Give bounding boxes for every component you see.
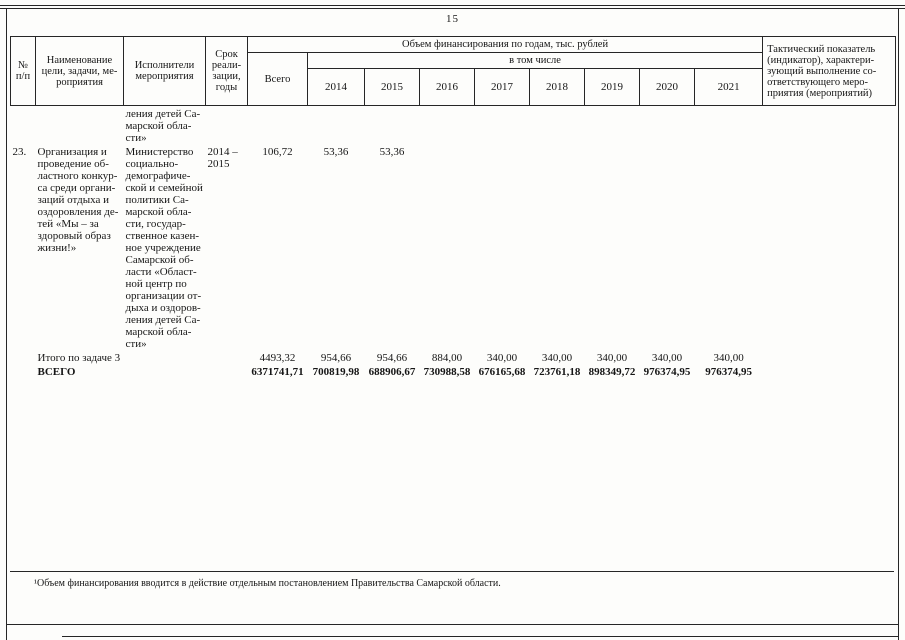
header-year-2017: 2017 xyxy=(474,68,530,106)
grand-total-value-2015: 688906,67 xyxy=(368,366,416,378)
grand-total-value-2019: 898349,72 xyxy=(588,366,636,378)
row23-executor: Министерство социально- демографиче- ско… xyxy=(125,146,203,350)
footnote-separator xyxy=(10,571,894,572)
subtotal-value-2020: 340,00 xyxy=(651,352,683,364)
header-year-2019: 2019 xyxy=(584,68,640,106)
header-year-2020: 2020 xyxy=(639,68,695,106)
header-year-2015: 2015 xyxy=(364,68,420,106)
row23-number: 23. xyxy=(12,146,27,158)
header-row-1: № п/п Наименование цели, задачи, ме- роп… xyxy=(10,36,897,106)
page-number: 15 xyxy=(446,13,459,25)
page-border-bottom xyxy=(6,624,899,625)
grand-total-value-2017: 676165,68 xyxy=(478,366,526,378)
grand-total-value-2014: 700819,98 xyxy=(312,366,360,378)
empty-cell xyxy=(763,364,896,378)
row23-value-2017 xyxy=(475,144,530,350)
table-row-subtotal: Итого по задаче 3 4493,32 954,66 954,66 … xyxy=(11,350,896,364)
row23-name: Организация и проведение об- ластного ко… xyxy=(37,146,119,254)
header-year-2021: 2021 xyxy=(693,68,764,106)
page-border-top-outer xyxy=(0,5,905,6)
grand-total-value-2021: 976374,95 xyxy=(705,366,752,378)
subtotal-value-2017: 340,00 xyxy=(486,352,518,364)
header-finance-group: Объем финансирования по годам, тыс. рубл… xyxy=(246,36,764,53)
financing-table: № п/п Наименование цели, задачи, ме- роп… xyxy=(10,36,897,378)
empty-cell xyxy=(206,106,248,145)
grand-total-value-2020: 976374,95 xyxy=(643,366,691,378)
header-indicator: Тактический показатель (индикатор), хара… xyxy=(762,36,897,106)
empty-cell xyxy=(248,106,308,145)
grand-total-value-2016: 730988,58 xyxy=(423,366,471,378)
row23-value-2014: 53,36 xyxy=(323,146,349,158)
header-year-2014: 2014 xyxy=(307,68,365,106)
page-border-bottom-outer xyxy=(62,636,899,637)
header-term: Срок реали- зации, годы xyxy=(205,36,248,106)
page-border-right xyxy=(898,8,899,640)
subtotal-value-2016: 884,00 xyxy=(431,352,463,364)
empty-cell xyxy=(763,350,896,364)
row23-value-2019 xyxy=(585,144,640,350)
subtotal-value-2015: 954,66 xyxy=(376,352,408,364)
empty-cell xyxy=(36,106,124,145)
row23-value-2015: 53,36 xyxy=(379,146,405,158)
grand-total-label: ВСЕГО xyxy=(37,366,76,378)
page-border-left xyxy=(6,8,7,640)
empty-cell xyxy=(11,350,36,364)
row23-value-2016 xyxy=(420,144,475,350)
subtotal-label: Итого по задаче 3 xyxy=(37,352,121,364)
header-num: № п/п xyxy=(10,36,36,106)
table-row-grand-total: ВСЕГО 6371741,71 700819,98 688906,67 730… xyxy=(11,364,896,378)
header-year-2018: 2018 xyxy=(529,68,585,106)
footnote-text: ¹Объем финансирования вводится в действи… xyxy=(34,578,501,589)
subtotal-total: 4493,32 xyxy=(259,352,296,364)
header-executor: Исполнители мероприятия xyxy=(123,36,206,106)
row23-term: 2014 – 2015 xyxy=(207,146,238,170)
subtotal-value-2019: 340,00 xyxy=(596,352,628,364)
table-row-continuation: ления детей Са- марской обла- сти» xyxy=(11,106,896,145)
empty-cell xyxy=(763,106,896,145)
page-border-top-inner xyxy=(0,8,905,9)
header-row-3: 2014 2015 2016 2017 2018 2019 2020 2021 xyxy=(11,68,896,106)
row23-value-2020 xyxy=(640,144,695,350)
subtotal-value-2021: 340,00 xyxy=(713,352,744,364)
header-including: в том числе xyxy=(306,52,764,69)
empty-cell xyxy=(11,364,36,378)
empty-cell xyxy=(308,106,763,145)
header-total: Всего xyxy=(247,52,308,106)
row23-value-2018 xyxy=(530,144,585,350)
row23-total: 106,72 xyxy=(262,146,293,158)
subtotal-value-2014: 954,66 xyxy=(320,352,352,364)
row23-value-2021 xyxy=(695,144,763,350)
grand-total-value-2018: 723761,18 xyxy=(533,366,581,378)
executor-continuation-text: ления детей Са- марской обла- сти» xyxy=(125,108,201,144)
subtotal-value-2018: 340,00 xyxy=(541,352,573,364)
header-name: Наименование цели, задачи, ме- роприятия xyxy=(35,36,124,106)
empty-cell xyxy=(11,106,36,145)
header-year-2016: 2016 xyxy=(419,68,475,106)
empty-cell xyxy=(763,144,896,350)
grand-total-sum: 6371741,71 xyxy=(251,366,304,378)
table-row-23: 23. Организация и проведение об- ластног… xyxy=(11,144,896,350)
